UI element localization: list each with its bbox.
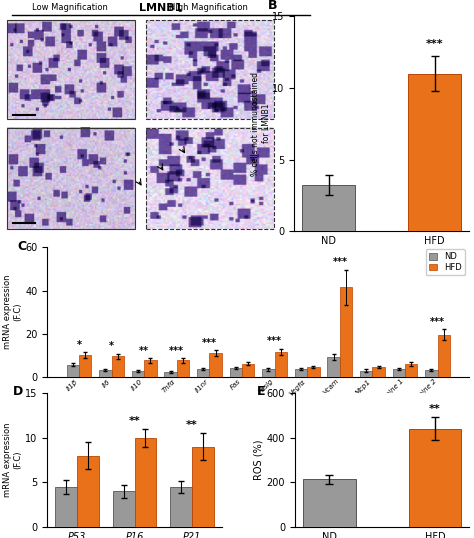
Bar (164, 372, 177, 377)
Text: ***: *** (332, 258, 347, 267)
Bar (8, 128, 135, 229)
Bar (425, 370, 438, 377)
Bar (295, 369, 307, 377)
Bar (328, 357, 340, 377)
Text: ***: *** (267, 336, 282, 346)
Bar (229, 368, 242, 377)
Bar (274, 352, 287, 377)
Bar (99, 370, 111, 377)
Bar (340, 287, 352, 377)
Bar (135, 437, 156, 527)
Y-axis label: mRNA expression
(F.C): mRNA expression (F.C) (3, 423, 23, 497)
Bar (146, 20, 273, 119)
Y-axis label: ROS (%): ROS (%) (254, 440, 264, 480)
Bar (132, 371, 144, 377)
Text: LMNB1: LMNB1 (139, 3, 183, 13)
Bar (111, 356, 124, 377)
Y-axis label: mRNA expression
(F.C): mRNA expression (F.C) (3, 275, 23, 349)
Bar (146, 128, 273, 229)
Text: C: C (18, 240, 27, 253)
Bar (409, 429, 461, 527)
Text: ***: *** (426, 39, 444, 49)
Text: ***: *** (430, 317, 445, 327)
Text: *: * (109, 341, 114, 351)
Bar (242, 364, 255, 377)
Text: **: ** (139, 346, 149, 356)
Y-axis label: % cells not immunostained
for LMNB1: % cells not immunostained for LMNB1 (251, 72, 271, 176)
Bar (302, 186, 355, 231)
Text: Low Magnification: Low Magnification (32, 3, 108, 12)
Bar (307, 367, 319, 377)
Bar (303, 479, 356, 527)
Text: ***: *** (169, 346, 184, 356)
Text: E: E (256, 385, 265, 398)
Bar (55, 487, 77, 527)
Bar (77, 456, 99, 527)
Text: High Magnification: High Magnification (169, 3, 248, 12)
Bar (8, 20, 135, 119)
Text: B: B (268, 0, 277, 12)
Bar (360, 371, 373, 377)
Bar (192, 447, 214, 527)
Bar (79, 355, 91, 377)
Bar (197, 369, 210, 377)
Bar (210, 353, 222, 377)
Legend: ND, HFD: ND, HFD (426, 249, 465, 275)
Bar (408, 74, 461, 231)
Bar (177, 360, 189, 377)
Bar (262, 369, 274, 377)
Bar (405, 364, 418, 377)
Bar (373, 367, 385, 377)
Text: **: ** (186, 420, 198, 430)
Bar (66, 365, 79, 377)
Text: ***: *** (202, 337, 217, 348)
Bar (144, 360, 156, 377)
Bar (113, 491, 135, 527)
Text: **: ** (429, 404, 441, 414)
Text: **: ** (128, 416, 140, 426)
Bar (392, 369, 405, 377)
Text: *: * (76, 340, 82, 350)
Bar (170, 487, 192, 527)
Text: D: D (12, 385, 23, 398)
Bar (438, 335, 450, 377)
